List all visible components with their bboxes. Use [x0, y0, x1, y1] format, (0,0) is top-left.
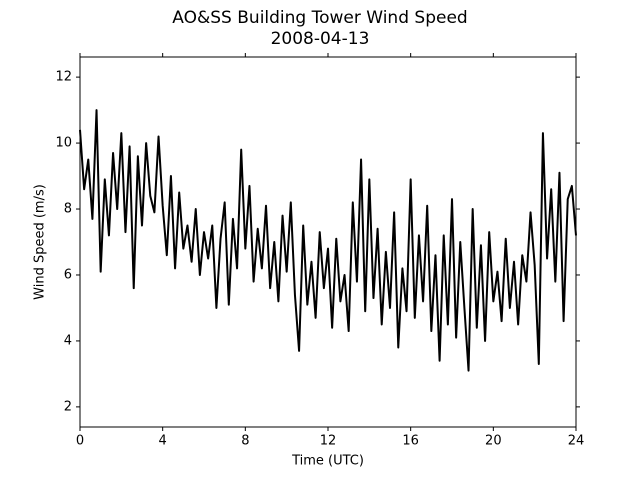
- x-tick-label: 20: [485, 434, 502, 449]
- y-tick-label: 8: [64, 202, 72, 217]
- x-tick-label: 0: [76, 434, 84, 449]
- chart-title: AO&SS Building Tower Wind Speed: [172, 8, 467, 28]
- plot-frame: [79, 56, 577, 428]
- data-line: [79, 109, 577, 372]
- y-tick-label: 10: [55, 136, 72, 151]
- chart-subtitle: 2008-04-13: [271, 29, 370, 49]
- y-tick-label: 6: [64, 267, 72, 282]
- y-tick-label: 2: [64, 399, 72, 414]
- x-tick-label: 8: [241, 434, 249, 449]
- x-tick-label: 16: [402, 434, 419, 449]
- y-axis-label: Wind Speed (m/s): [33, 184, 48, 300]
- y-tick-label: 12: [55, 70, 72, 85]
- y-tick-label: 4: [64, 333, 72, 348]
- x-tick-label: 24: [568, 434, 585, 449]
- x-tick-label: 4: [159, 434, 167, 449]
- x-tick-label: 12: [320, 434, 337, 449]
- x-axis-label: Time (UTC): [291, 454, 364, 469]
